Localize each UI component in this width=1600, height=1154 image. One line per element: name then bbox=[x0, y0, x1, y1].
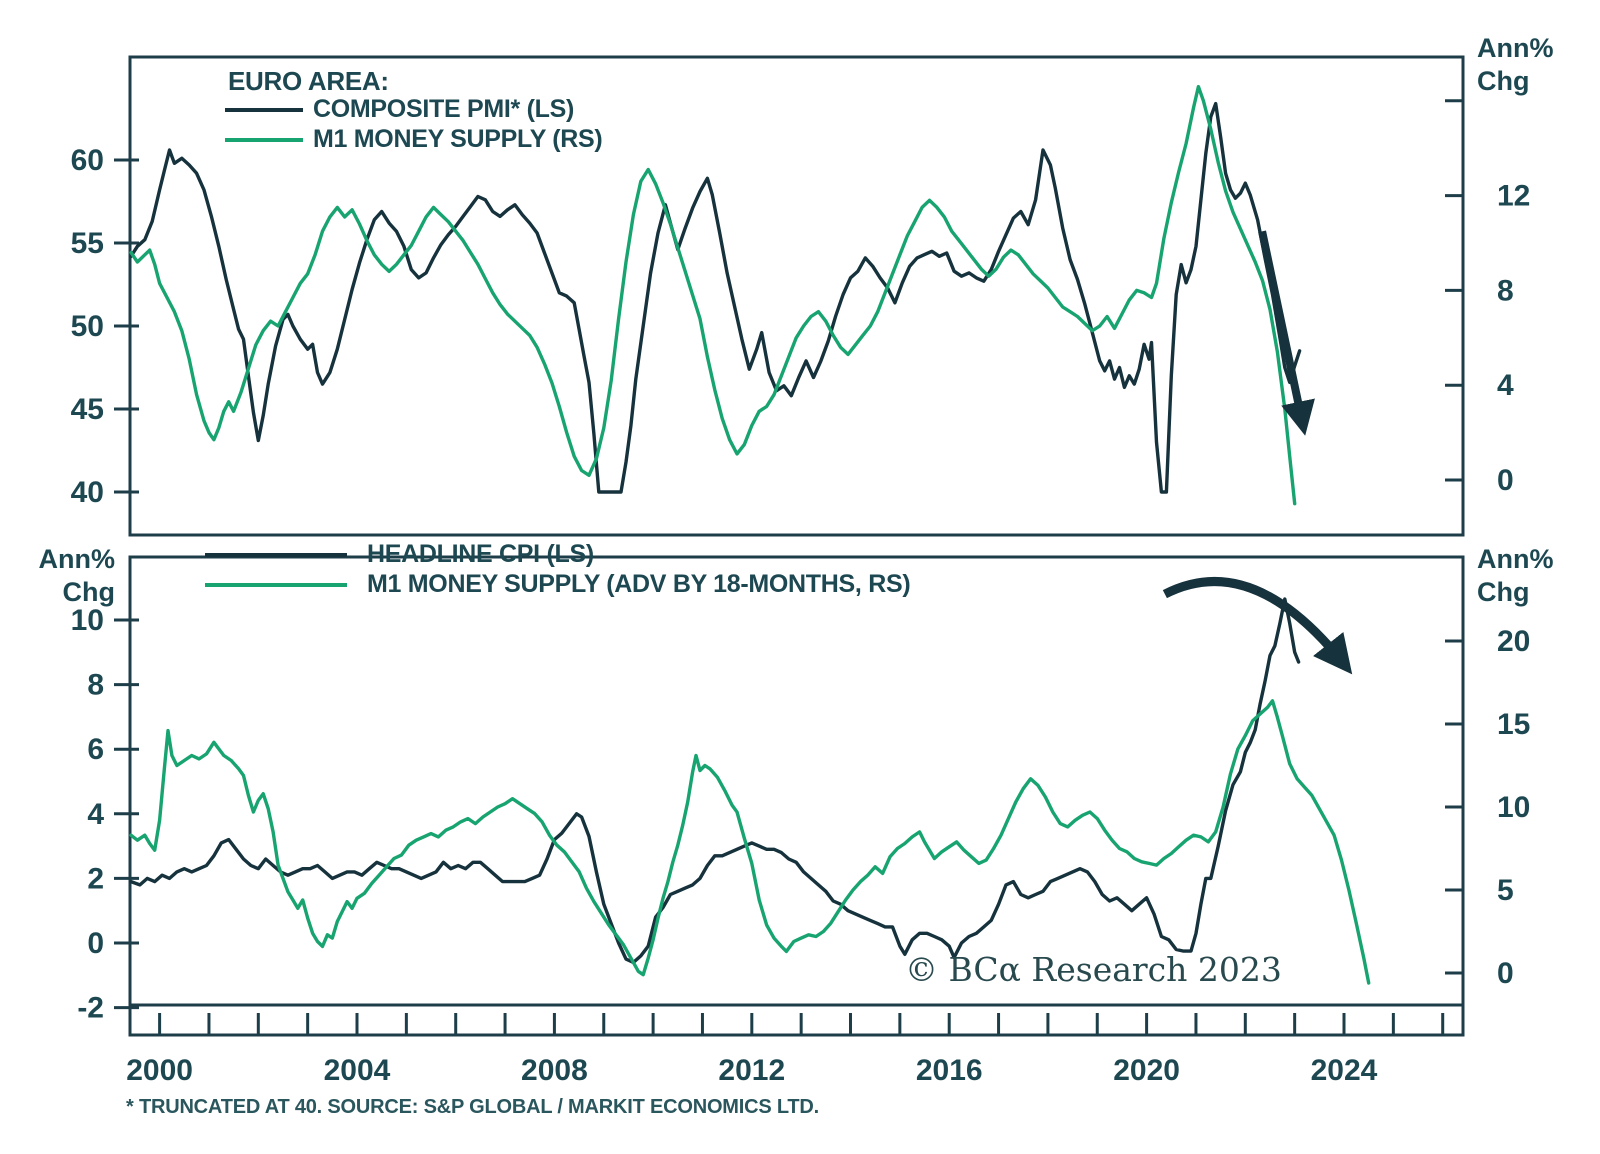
legend-item-label: COMPOSITE PMI* (LS) bbox=[313, 95, 574, 123]
rollover-arrow bbox=[1162, 577, 1353, 675]
downtrend-arrow bbox=[1258, 230, 1315, 436]
left-axis-tick-label: 2 bbox=[87, 862, 104, 895]
right-axis-tick-label: 12 bbox=[1497, 180, 1530, 213]
right-axis-tick-label: 4 bbox=[1497, 369, 1514, 402]
left-axis-tick-label: 40 bbox=[71, 476, 104, 509]
year-label: 2000 bbox=[126, 1054, 193, 1087]
year-label: 2020 bbox=[1113, 1054, 1180, 1087]
right-axis-tick-label: 0 bbox=[1497, 464, 1514, 497]
legend-title-euro-area: EURO AREA: bbox=[228, 66, 389, 96]
right-axis-tick-label: 15 bbox=[1497, 708, 1530, 741]
headline-cpi-line bbox=[129, 597, 1301, 965]
year-label: 2004 bbox=[324, 1054, 391, 1087]
x-axis: 2000 2004 2008 2012 2016 2020 2024 bbox=[126, 1003, 1465, 1087]
axis-unit-line2: Chg bbox=[62, 577, 115, 607]
left-axis-tick-label: 8 bbox=[87, 669, 104, 702]
headline-cpi-swatch bbox=[205, 552, 347, 557]
left-axis-tick-label: 45 bbox=[71, 393, 104, 426]
legend-item-m1-money-supply: M1 MONEY SUPPLY (RS) bbox=[225, 125, 603, 154]
axis-unit-line1: Ann% bbox=[1477, 33, 1554, 63]
copyright-notice: © BCα Research 2023 bbox=[905, 950, 1282, 989]
left-axis-tick-label: 55 bbox=[71, 227, 104, 260]
right-axis-tick-label: 5 bbox=[1497, 874, 1514, 907]
axis-unit-line1: Ann% bbox=[38, 544, 116, 574]
left-axis-tick-label: 60 bbox=[71, 144, 104, 177]
year-label: 2016 bbox=[916, 1054, 983, 1087]
legend-item-headline-cpi: HEADLINE CPI (LS) bbox=[205, 540, 594, 569]
legend-item-m1-money-supply-adv: M1 MONEY SUPPLY (ADV BY 18-MONTHS, RS) bbox=[205, 570, 911, 599]
year-label: 2012 bbox=[718, 1054, 785, 1087]
source-footnote: * TRUNCATED AT 40. SOURCE: S&P GLOBAL / … bbox=[126, 1096, 820, 1118]
year-label: 2024 bbox=[1311, 1054, 1378, 1087]
left-axis-tick-label: 6 bbox=[87, 733, 104, 766]
bottom-left-axis-unit: Ann% Chg bbox=[10, 543, 116, 609]
x-axis-band bbox=[128, 1003, 1465, 1037]
top-panel-border bbox=[128, 55, 1465, 537]
m1-money-supply-swatch bbox=[225, 137, 303, 142]
m1-money-supply-line bbox=[129, 84, 1297, 506]
m1-money-supply-adv-swatch bbox=[205, 582, 347, 587]
axis-unit-line2: Chg bbox=[1477, 577, 1530, 607]
bottom-right-axis-unit: Ann% Chg bbox=[1477, 543, 1554, 609]
top-right-axis-unit: Ann% Chg bbox=[1477, 32, 1554, 98]
right-axis-tick-label: 10 bbox=[1497, 791, 1530, 824]
left-axis-tick-label: 0 bbox=[87, 927, 104, 960]
composite-pmi-line bbox=[129, 101, 1302, 494]
legend-item-composite-pmi: COMPOSITE PMI* (LS) bbox=[225, 95, 574, 124]
composite-pmi-swatch bbox=[225, 107, 303, 112]
legend-item-label: HEADLINE CPI (LS) bbox=[367, 540, 594, 568]
legend-item-label: M1 MONEY SUPPLY (ADV BY 18-MONTHS, RS) bbox=[367, 570, 911, 598]
m1-money-supply-advanced-line bbox=[129, 699, 1371, 985]
left-axis-tick-label: -2 bbox=[77, 992, 104, 1025]
axis-unit-line1: Ann% bbox=[1477, 544, 1554, 574]
left-axis-tick-label: 50 bbox=[71, 310, 104, 343]
year-label: 2008 bbox=[521, 1054, 588, 1087]
right-axis-tick-label: 8 bbox=[1497, 274, 1514, 307]
left-axis-tick-label: 10 bbox=[71, 604, 104, 637]
right-axis-tick-label: 20 bbox=[1497, 625, 1530, 658]
right-axis-tick-label: 0 bbox=[1497, 957, 1514, 990]
left-axis-tick-label: 4 bbox=[87, 798, 104, 831]
legend-item-label: M1 MONEY SUPPLY (RS) bbox=[313, 125, 603, 153]
axis-unit-line2: Chg bbox=[1477, 66, 1530, 96]
